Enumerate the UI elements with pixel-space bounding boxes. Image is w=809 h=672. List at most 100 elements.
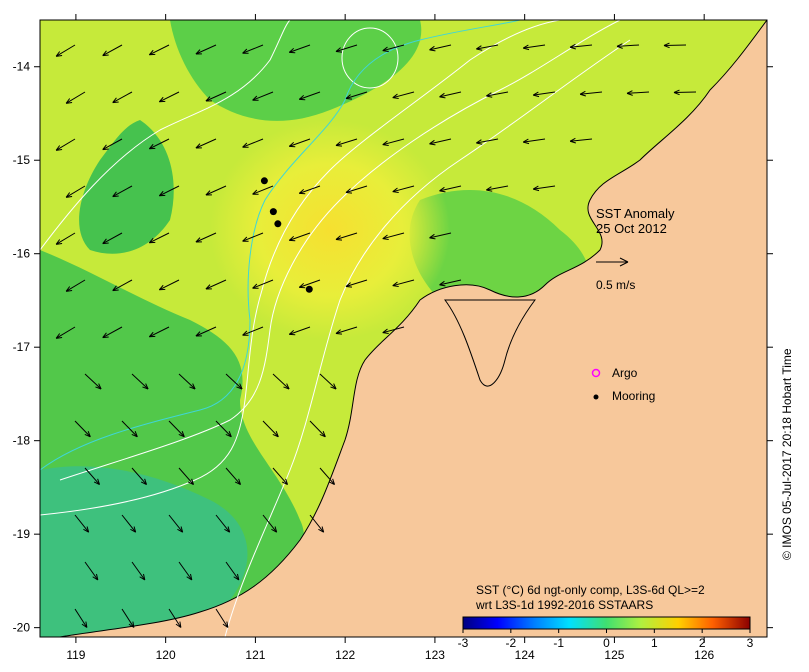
current-vector	[523, 44, 546, 49]
current-vector	[55, 138, 76, 151]
warm-anomaly-core	[210, 120, 450, 340]
current-vector-head	[252, 95, 259, 101]
current-vector-head	[382, 328, 389, 335]
current-vector-head	[234, 478, 241, 485]
current-vector	[121, 514, 137, 533]
current-vector-head	[673, 89, 680, 96]
current-vector-head	[93, 478, 100, 485]
current-vector-head	[392, 281, 399, 288]
y-tick-label: -20	[13, 621, 31, 635]
current-vector	[225, 373, 243, 390]
scale-arrowhead	[619, 257, 629, 267]
argo-label: Argo	[612, 366, 638, 380]
argo-symbol	[591, 368, 601, 378]
current-vector	[65, 279, 86, 292]
current-vector	[225, 467, 241, 485]
vector-scale: 0.5 m/s	[596, 257, 635, 292]
current-vector-head	[335, 329, 343, 335]
current-vector	[486, 91, 509, 97]
current-vector	[225, 561, 240, 581]
current-vector	[195, 326, 217, 337]
current-vector	[382, 44, 405, 52]
current-vector-head	[318, 526, 325, 533]
current-vector	[215, 608, 229, 628]
current-vector-head	[626, 90, 633, 96]
current-vector-head	[288, 329, 296, 336]
current-vector-head	[177, 526, 184, 533]
current-vector-head	[429, 139, 436, 146]
x-tick-label: 121	[245, 648, 265, 662]
current-vector	[149, 326, 170, 338]
current-vector	[102, 44, 123, 57]
map-plot	[40, 20, 767, 637]
current-vector	[429, 44, 452, 51]
marker-legend: Argo Mooring	[591, 366, 655, 403]
current-vector-head	[148, 143, 156, 150]
current-vector	[299, 185, 321, 194]
mooring-dot	[269, 208, 277, 216]
current-vector	[84, 561, 99, 581]
current-vector	[382, 232, 405, 240]
colorbar: SST (°C) 6d ngt-only comp, L3S-6d QL>=2 …	[458, 583, 754, 650]
current-vector	[392, 185, 415, 193]
current-vector	[112, 279, 133, 292]
x-tick-label: 126	[694, 648, 714, 662]
mooring-dot	[305, 285, 313, 293]
current-vector-head	[95, 383, 102, 390]
colorbar-caption-line1: SST (°C) 6d ngt-only comp, L3S-6d QL>=2	[476, 583, 705, 597]
current-vector	[289, 138, 311, 147]
mooring-dot	[260, 177, 268, 185]
current-vector-head	[233, 573, 240, 581]
current-vector	[242, 326, 264, 336]
current-vector-head	[186, 573, 193, 581]
current-vector	[627, 91, 650, 94]
current-vector-head	[392, 93, 399, 100]
x-tick-label: 125	[604, 648, 624, 662]
current-vector-head	[205, 284, 212, 290]
current-vector-head	[328, 478, 335, 485]
current-vector-head	[65, 98, 73, 104]
current-vector-head	[112, 191, 119, 198]
current-vector	[205, 279, 227, 290]
current-vector-head	[569, 43, 576, 50]
current-vector-head	[252, 189, 259, 195]
current-vector-head	[148, 331, 156, 338]
current-vector-head	[429, 45, 436, 52]
current-vector-head	[476, 45, 483, 51]
current-vector-head	[392, 187, 399, 194]
current-vector-head	[83, 526, 90, 533]
current-vector-head	[439, 280, 446, 287]
current-vector	[159, 185, 180, 197]
current-vector-head	[195, 143, 202, 149]
current-vector	[102, 326, 123, 339]
current-vector-head	[242, 330, 249, 336]
current-vector-head	[175, 621, 182, 628]
current-vector-head	[345, 188, 353, 194]
current-vector	[55, 44, 76, 57]
current-vector	[55, 232, 76, 245]
current-vector-head	[382, 234, 389, 241]
current-vector	[178, 467, 194, 485]
current-vector-head	[335, 47, 343, 53]
current-vector-head	[271, 526, 278, 533]
current-vector	[149, 138, 170, 150]
current-vector	[299, 91, 321, 100]
y-tick-label: -16	[13, 247, 31, 261]
current-vector-head	[242, 48, 249, 54]
mooring-symbol	[593, 394, 599, 400]
current-vector-head	[486, 186, 493, 192]
current-vector	[195, 44, 217, 55]
current-vector	[168, 514, 184, 533]
x-tick-label: 122	[335, 648, 355, 662]
current-vector-head	[335, 141, 343, 147]
current-vector-head	[130, 526, 137, 533]
current-vector-head	[616, 43, 623, 49]
current-vector-head	[92, 573, 99, 581]
current-vector-head	[189, 383, 196, 390]
current-vector	[345, 91, 368, 100]
current-vector	[335, 44, 358, 53]
current-vector	[392, 91, 415, 99]
current-vector	[242, 44, 264, 54]
current-vector	[439, 91, 462, 98]
